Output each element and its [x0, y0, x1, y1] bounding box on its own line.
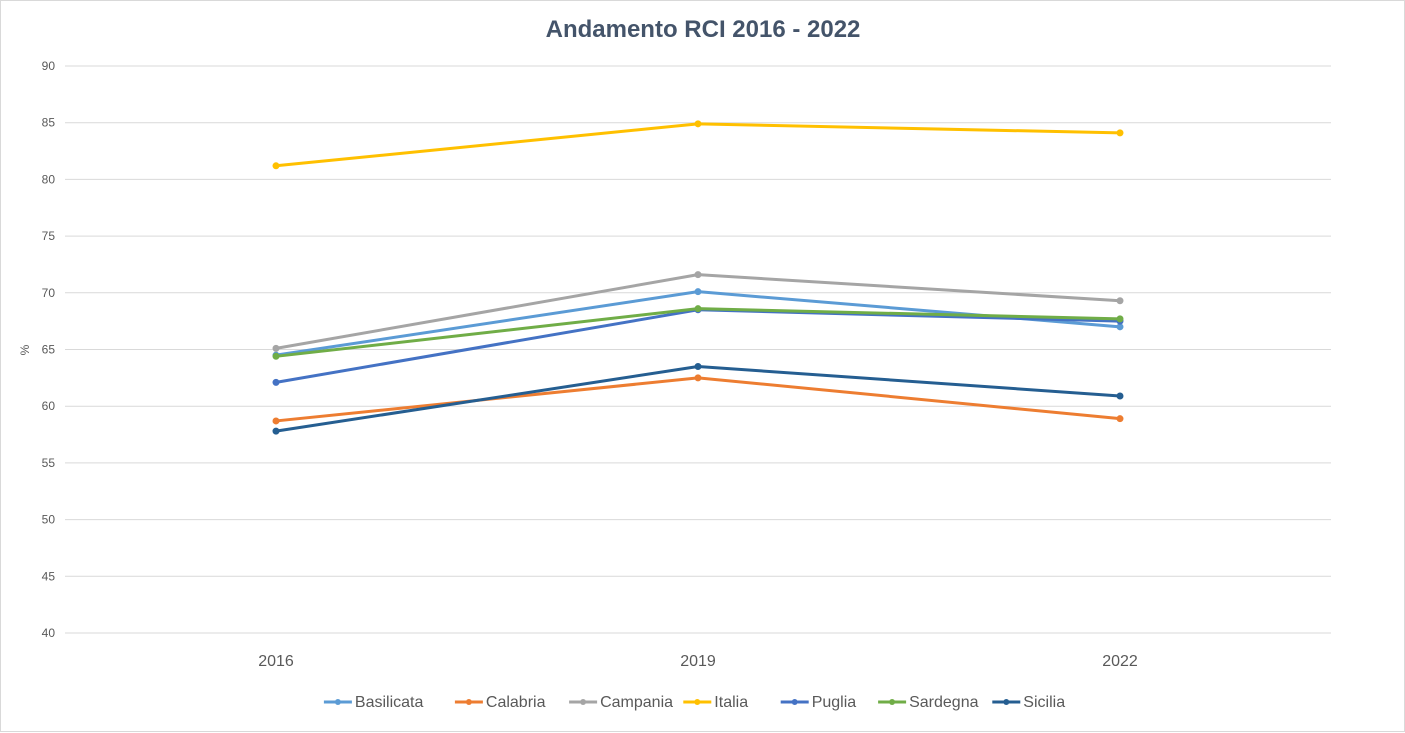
legend-item-basilicata: Basilicata [323, 694, 424, 711]
series-sicilia [272, 363, 1124, 435]
chart-title: Andamento RCI 2016 - 2022 [546, 16, 861, 43]
y-axis-label: % [18, 344, 32, 355]
legend-label: Italia [714, 694, 748, 711]
data-point [694, 288, 702, 296]
data-point [272, 378, 280, 386]
series-line [274, 376, 1122, 423]
x-tick-label: 2022 [1102, 653, 1138, 670]
series-lines [272, 120, 1124, 435]
data-point [1116, 129, 1124, 137]
x-axis-ticks: 2016 2019 2022 [258, 653, 1138, 670]
legend-swatch-marker [580, 699, 587, 705]
legend-item-calabria: Calabria [454, 694, 546, 711]
data-point [272, 344, 280, 352]
data-point [272, 417, 280, 425]
legend-label: Sardegna [909, 694, 978, 711]
legend-swatch-marker [889, 699, 896, 705]
legend-item-sardegna: Sardegna [878, 694, 979, 711]
y-tick-label: 75 [42, 229, 56, 243]
y-axis-ticks: 40 45 50 55 60 65 70 75 80 85 90 [42, 59, 56, 640]
data-point [1116, 315, 1124, 323]
series-line [274, 308, 1122, 384]
data-point [272, 162, 280, 170]
series-line [274, 122, 1122, 168]
data-point [1116, 297, 1124, 305]
data-point [1116, 392, 1124, 400]
series-basilicata [272, 288, 1124, 359]
legend-swatch-marker [1003, 699, 1010, 705]
legend-label: Basilicata [355, 694, 424, 711]
legend-label: Puglia [812, 694, 857, 711]
data-point [1116, 323, 1124, 331]
y-tick-label: 65 [42, 343, 56, 357]
legend-item-italia: Italia [683, 694, 748, 711]
series-italia [272, 120, 1124, 170]
legend-label: Sicilia [1023, 694, 1065, 711]
y-tick-label: 70 [42, 286, 56, 300]
y-tick-label: 45 [42, 569, 56, 583]
data-point [694, 363, 702, 371]
gridlines [65, 65, 1331, 634]
legend-swatch-marker [465, 699, 472, 705]
series-sardegna [272, 305, 1124, 360]
y-tick-label: 85 [42, 116, 56, 130]
data-point [272, 352, 280, 360]
data-point [694, 374, 702, 382]
data-point [1116, 415, 1124, 423]
series-puglia [272, 306, 1124, 386]
data-point [694, 271, 702, 279]
y-tick-label: 60 [42, 399, 56, 413]
legend-item-sicilia: Sicilia [992, 694, 1065, 711]
x-tick-label: 2019 [680, 653, 716, 670]
series-line [274, 290, 1122, 357]
legend-label: Calabria [486, 694, 546, 711]
y-tick-label: 90 [42, 59, 56, 73]
y-tick-label: 40 [42, 626, 56, 640]
data-point [694, 120, 702, 128]
data-point [694, 305, 702, 313]
series-calabria [272, 374, 1124, 425]
x-tick-label: 2016 [258, 653, 294, 670]
y-tick-label: 80 [42, 172, 56, 186]
data-point [272, 427, 280, 435]
legend-item-puglia: Puglia [780, 694, 857, 711]
legend-swatch-marker [334, 699, 341, 705]
legend-label: Campania [600, 694, 673, 711]
legend-swatch-marker [791, 699, 798, 705]
legend-item-campania: Campania [569, 694, 673, 711]
y-tick-label: 50 [42, 513, 56, 527]
y-tick-label: 55 [42, 456, 56, 470]
legend: Basilicata Calabria Campania Italia Puglia Sa… [323, 694, 1065, 711]
legend-swatch-marker [694, 699, 701, 705]
series-campania [272, 271, 1124, 352]
